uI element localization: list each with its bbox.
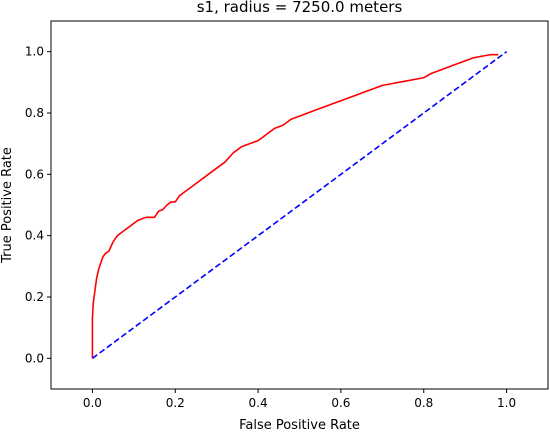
x-axis-label: False Positive Rate — [239, 418, 360, 433]
chart-title: s1, radius = 7250.0 meters — [197, 0, 403, 16]
x-tick-label: 1.0 — [497, 396, 516, 410]
y-axis-ticks: 0.0 0.2 0.4 0.6 0.8 1.0 — [25, 45, 51, 365]
x-tick-label: 0.4 — [249, 396, 268, 410]
y-tick-label: 1.0 — [25, 45, 44, 59]
y-tick-label: 0.6 — [25, 167, 44, 181]
x-tick-label: 0.0 — [83, 396, 102, 410]
series-line-1 — [91, 53, 499, 359]
plot-area-frame — [50, 20, 549, 390]
x-tick-label: 0.6 — [331, 396, 350, 410]
series-line-2 — [91, 51, 508, 359]
y-tick-label: 0.2 — [25, 290, 44, 304]
y-tick-label: 0.8 — [25, 106, 44, 120]
y-tick-label: 0.0 — [25, 351, 44, 365]
x-axis-ticks: 0.0 0.2 0.4 0.6 0.8 1.0 — [83, 389, 516, 410]
series-layer — [91, 51, 508, 359]
y-axis-label: True Positive Rate — [0, 147, 15, 264]
x-tick-label: 0.2 — [166, 396, 185, 410]
x-tick-label: 0.8 — [414, 396, 433, 410]
y-tick-label: 0.4 — [25, 229, 44, 243]
